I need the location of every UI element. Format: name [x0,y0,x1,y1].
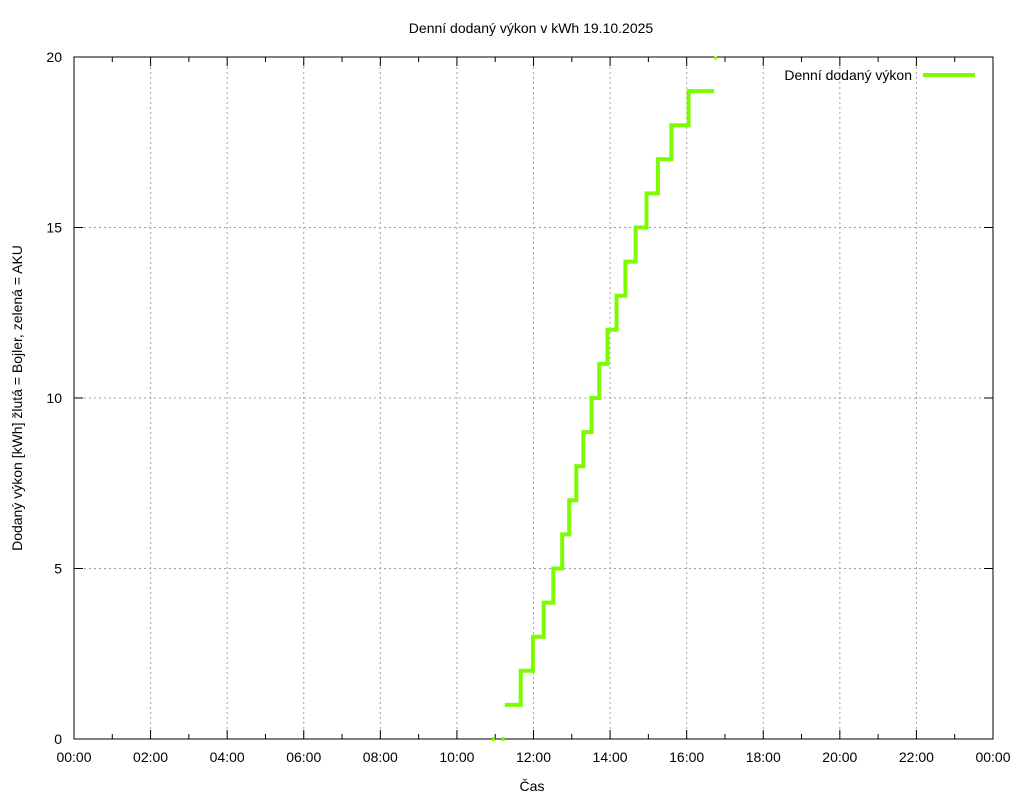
chart-title: Denní dodaný výkon v kWh 19.10.2025 [409,20,654,36]
x-tick-label: 22:00 [899,749,934,765]
legend-label: Denní dodaný výkon [784,67,912,83]
y-tick-label: 0 [54,731,62,747]
x-tick-label: 04:00 [210,749,245,765]
y-tick-label: 15 [46,220,62,236]
x-tick-labels: 00:00 02:00 04:00 06:00 08:00 10:00 12:00 14:00… [56,749,1010,765]
x-tick-label: 18:00 [746,749,781,765]
x-tick-label: 08:00 [363,749,398,765]
y-tick-label: 20 [46,49,62,65]
grid-lines [74,57,993,739]
y-tick-labels: 0 5 10 15 20 [46,49,62,747]
x-axis-label: Čas [520,778,545,794]
x-tick-label: 02:00 [133,749,168,765]
x-tick-label: 10:00 [439,749,474,765]
y-tick-label: 5 [54,561,62,577]
x-tick-label: 00:00 [975,749,1010,765]
x-tick-label: 00:00 [56,749,91,765]
x-tick-label: 12:00 [516,749,551,765]
series-line [492,56,718,741]
legend: Denní dodaný výkon [784,67,975,83]
x-tick-label: 20:00 [822,749,857,765]
axis-ticks [73,56,994,740]
x-tick-label: 14:00 [593,749,628,765]
x-tick-label: 16:00 [669,749,704,765]
y-tick-label: 10 [46,390,62,406]
y-axis-label: Dodaný výkon [kWh] žlutá = Bojler, zelen… [9,245,25,551]
x-tick-label: 06:00 [286,749,321,765]
